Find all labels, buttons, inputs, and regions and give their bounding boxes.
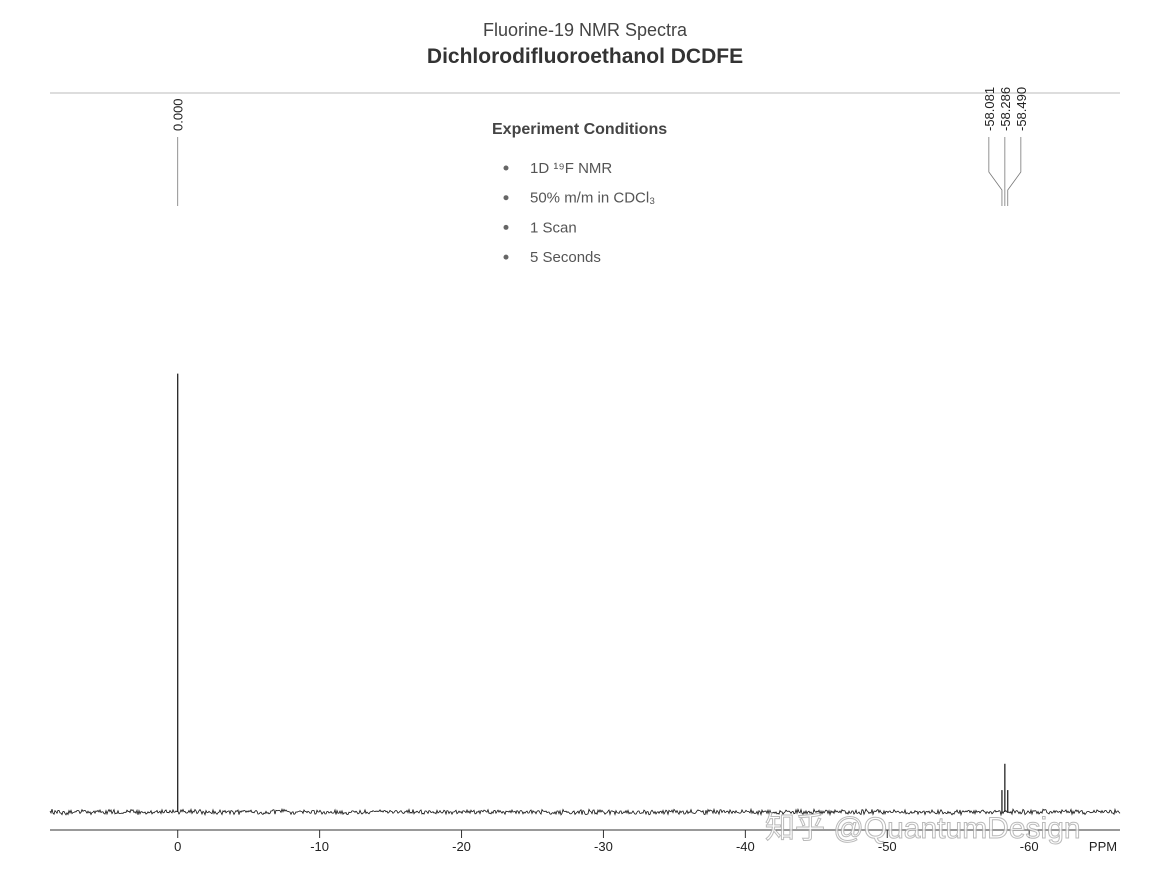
x-tick-label: -60 [1020,839,1039,854]
peak-label: -58.286 [998,87,1013,131]
x-axis-label: PPM [1089,839,1117,854]
peak-label: -58.490 [1014,87,1029,131]
baseline-noise [49,807,1121,817]
bullet [503,254,509,260]
peak-label: 0.000 [171,98,186,131]
x-tick-label: -20 [452,839,471,854]
bullet [503,165,509,171]
annotation: 50% m/m in CDCl₃ [530,190,655,207]
chart-subtitle: Dichlorodifluoroethanol DCDFE [427,45,743,68]
x-tick-label: -50 [878,839,897,854]
bullet [503,195,509,201]
x-tick-label: -10 [310,839,329,854]
watermark: 知乎 @QuantumDesign [765,812,1081,845]
x-tick-label: -30 [594,839,613,854]
annotation: 1D ¹⁹F NMR [530,160,612,177]
peak-label-leader [988,137,1003,206]
annotation: 1 Scan [530,219,577,236]
chart-title: Fluorine-19 NMR Spectra [483,20,688,40]
annotation: 5 Seconds [530,249,601,266]
bullet [503,224,509,230]
x-tick-label: 0 [174,839,181,854]
x-tick-label: -40 [736,839,755,854]
annotation-title: Experiment Conditions [492,121,667,138]
peak-label: -58.081 [982,87,997,131]
peak-label-leader [1007,137,1022,206]
